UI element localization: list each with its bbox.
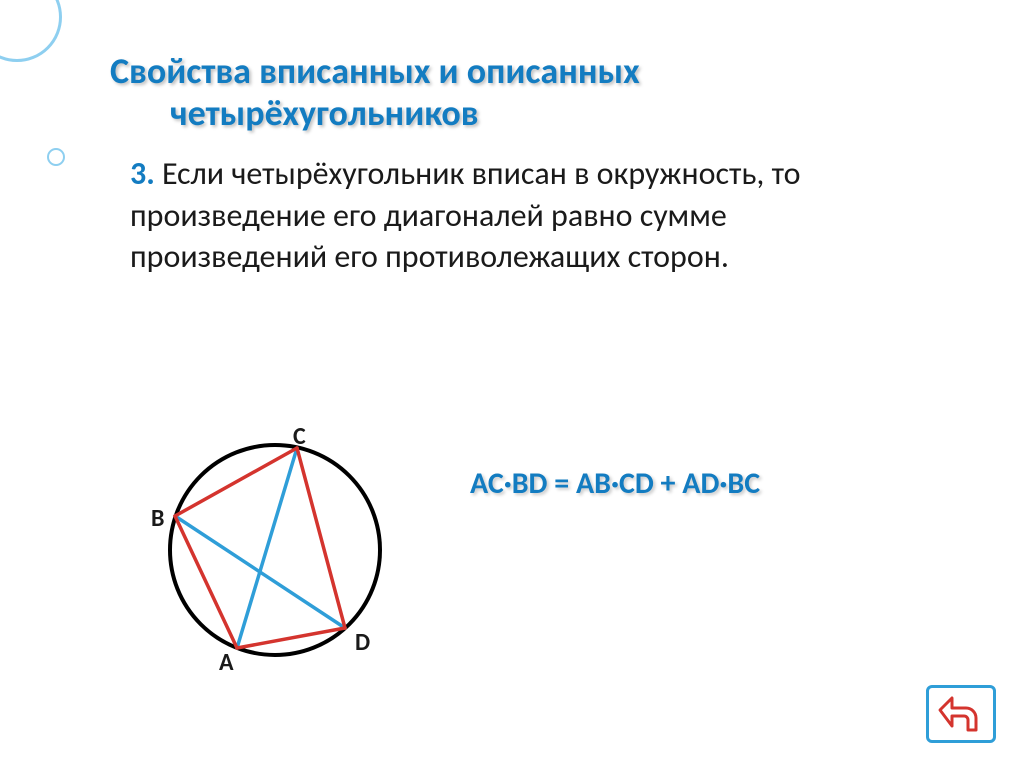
vertex-label-d: D [355,628,370,657]
title-line1: Свойства вписанных и описанных [110,49,640,93]
return-arrow-icon [938,694,984,734]
vertex-label-a: A [219,648,234,677]
slide: Свойства вписанных и описанных четырёхуг… [0,0,1024,767]
property-text: 3. Если четырёхугольник вписан в окружно… [110,153,930,278]
return-button[interactable] [926,685,996,743]
property-number: 3. [130,154,155,193]
slide-title: Свойства вписанных и описанных четырёхуг… [110,50,964,135]
property-body: Если четырёхугольник вписан в окружность… [130,154,801,276]
decorative-ring [47,148,65,166]
vertex-label-b: B [151,504,164,533]
diagram: A B C D [145,420,405,680]
ptolemy-formula: AC·BD = AB·CD + AD·BC [470,465,760,502]
vertex-label-c: C [293,422,306,451]
title-line2: четырёхугольников [110,92,964,134]
decorative-arc [0,0,62,62]
